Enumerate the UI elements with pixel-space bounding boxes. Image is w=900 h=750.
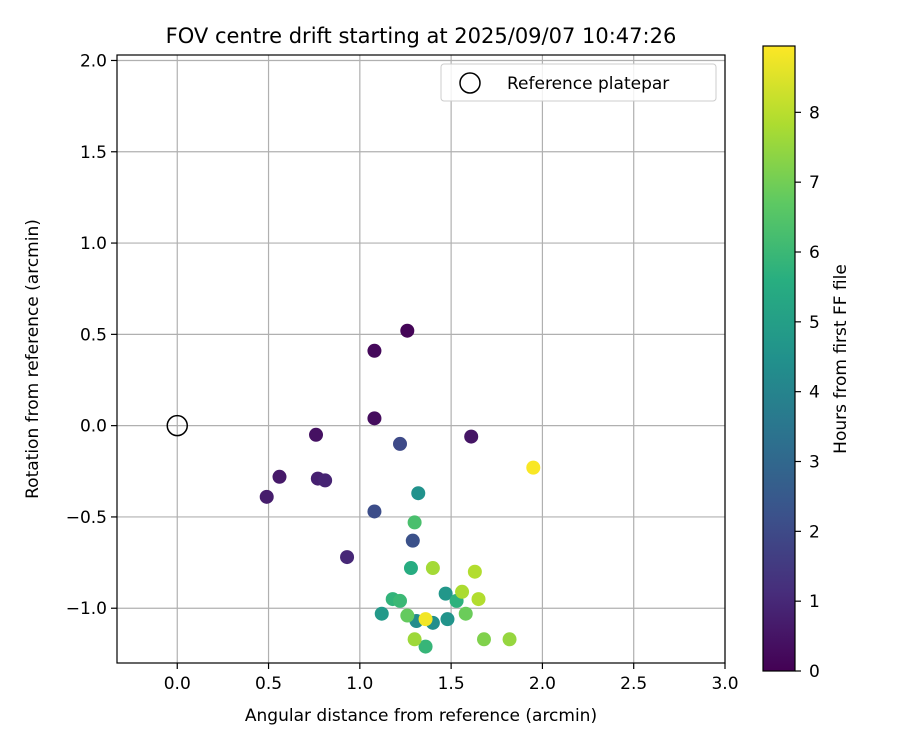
data-point	[367, 411, 382, 426]
y-axis-label: Rotation from reference (arcmin)	[23, 219, 43, 499]
data-point	[400, 323, 415, 338]
reference-platepar-marker	[166, 414, 189, 437]
data-point	[418, 639, 433, 654]
data-point	[467, 564, 482, 579]
data-point	[374, 606, 389, 621]
colorbar-gradient	[762, 45, 796, 672]
colorbar-tick-label: 6	[809, 243, 820, 263]
data-point	[407, 632, 422, 647]
data-point	[418, 612, 433, 627]
y-tick-label: 0.0	[80, 417, 107, 437]
y-tick-label: −1.0	[66, 599, 107, 619]
y-tick-label: 1.0	[80, 234, 107, 254]
data-point	[438, 586, 453, 601]
x-tick-label: 3.0	[711, 674, 738, 694]
y-tick-label: −0.5	[66, 508, 107, 528]
colorbar: 0 1 2 3 4 5 6 7 8 Hours from first FF file	[762, 45, 851, 682]
chart-title: FOV centre drift starting at 2025/09/07 …	[166, 24, 677, 48]
colorbar-tick-label: 7	[809, 173, 820, 193]
data-point	[393, 436, 408, 451]
x-tick-label: 0.5	[255, 674, 282, 694]
x-tick-label: 2.0	[529, 674, 556, 694]
data-point	[367, 343, 382, 358]
data-point	[526, 460, 541, 475]
legend-marker-reference	[459, 72, 481, 94]
colorbar-tick-label: 8	[809, 103, 820, 123]
x-axis-label: Angular distance from reference (arcmin)	[245, 706, 597, 726]
colorbar-tick-label: 2	[809, 522, 820, 542]
data-point	[393, 593, 408, 608]
data-points	[166, 323, 541, 654]
data-point	[367, 504, 382, 519]
data-point	[405, 533, 420, 548]
data-point	[464, 429, 479, 444]
data-point	[455, 584, 470, 599]
x-axis-ticks: 0.0 0.5 1.0 1.5 2.0 2.5 3.0	[164, 663, 739, 694]
colorbar-tick-label: 1	[809, 592, 820, 612]
y-tick-label: 1.5	[80, 143, 107, 163]
legend: Reference platepar	[440, 63, 717, 102]
data-point	[259, 489, 274, 504]
data-point	[440, 612, 455, 627]
colorbar-tick-label: 3	[809, 453, 820, 473]
legend-box	[440, 63, 717, 102]
colorbar-tick-label: 4	[809, 383, 820, 403]
y-tick-label: 2.0	[80, 51, 107, 71]
plot-frame	[116, 54, 726, 664]
colorbar-tick-label: 5	[809, 313, 820, 333]
data-point	[476, 632, 491, 647]
legend-label-reference: Reference platepar	[507, 74, 669, 94]
data-point	[502, 632, 517, 647]
data-point	[403, 561, 418, 576]
x-tick-label: 0.0	[164, 674, 191, 694]
data-point	[407, 515, 422, 530]
data-point	[471, 592, 486, 607]
x-tick-label: 1.0	[346, 674, 373, 694]
data-point	[458, 606, 473, 621]
x-tick-label: 1.5	[438, 674, 465, 694]
data-point	[425, 561, 440, 576]
data-point	[318, 473, 333, 488]
y-axis-ticks: −1.0 −0.5 0.0 0.5 1.0 1.5 2.0	[66, 51, 117, 619]
data-point	[340, 550, 355, 565]
colorbar-label: Hours from first FF file	[831, 264, 851, 454]
x-tick-label: 2.5	[620, 674, 647, 694]
data-point	[309, 427, 324, 442]
data-point	[272, 469, 287, 484]
colorbar-tick-label: 0	[809, 662, 820, 682]
colorbar-ticks: 0 1 2 3 4 5 6 7 8	[795, 103, 820, 682]
data-point	[400, 608, 415, 623]
grid-lines	[117, 55, 726, 663]
y-tick-label: 0.5	[80, 325, 107, 345]
data-point	[411, 486, 426, 501]
